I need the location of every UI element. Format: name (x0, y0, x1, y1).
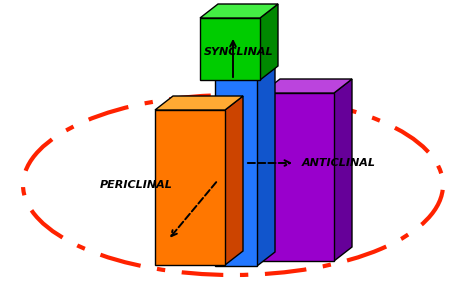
Polygon shape (200, 18, 260, 80)
Polygon shape (155, 110, 225, 265)
Polygon shape (257, 64, 275, 266)
Polygon shape (262, 93, 334, 261)
Text: PERICLINAL: PERICLINAL (100, 180, 173, 190)
Polygon shape (155, 96, 243, 110)
Polygon shape (260, 4, 278, 80)
Polygon shape (262, 79, 352, 93)
Text: SYNCLINAL: SYNCLINAL (204, 47, 274, 57)
Text: ANTICLINAL: ANTICLINAL (302, 158, 376, 168)
Polygon shape (215, 78, 257, 266)
Polygon shape (215, 64, 275, 78)
Polygon shape (200, 4, 278, 18)
Polygon shape (225, 96, 243, 265)
Polygon shape (334, 79, 352, 261)
